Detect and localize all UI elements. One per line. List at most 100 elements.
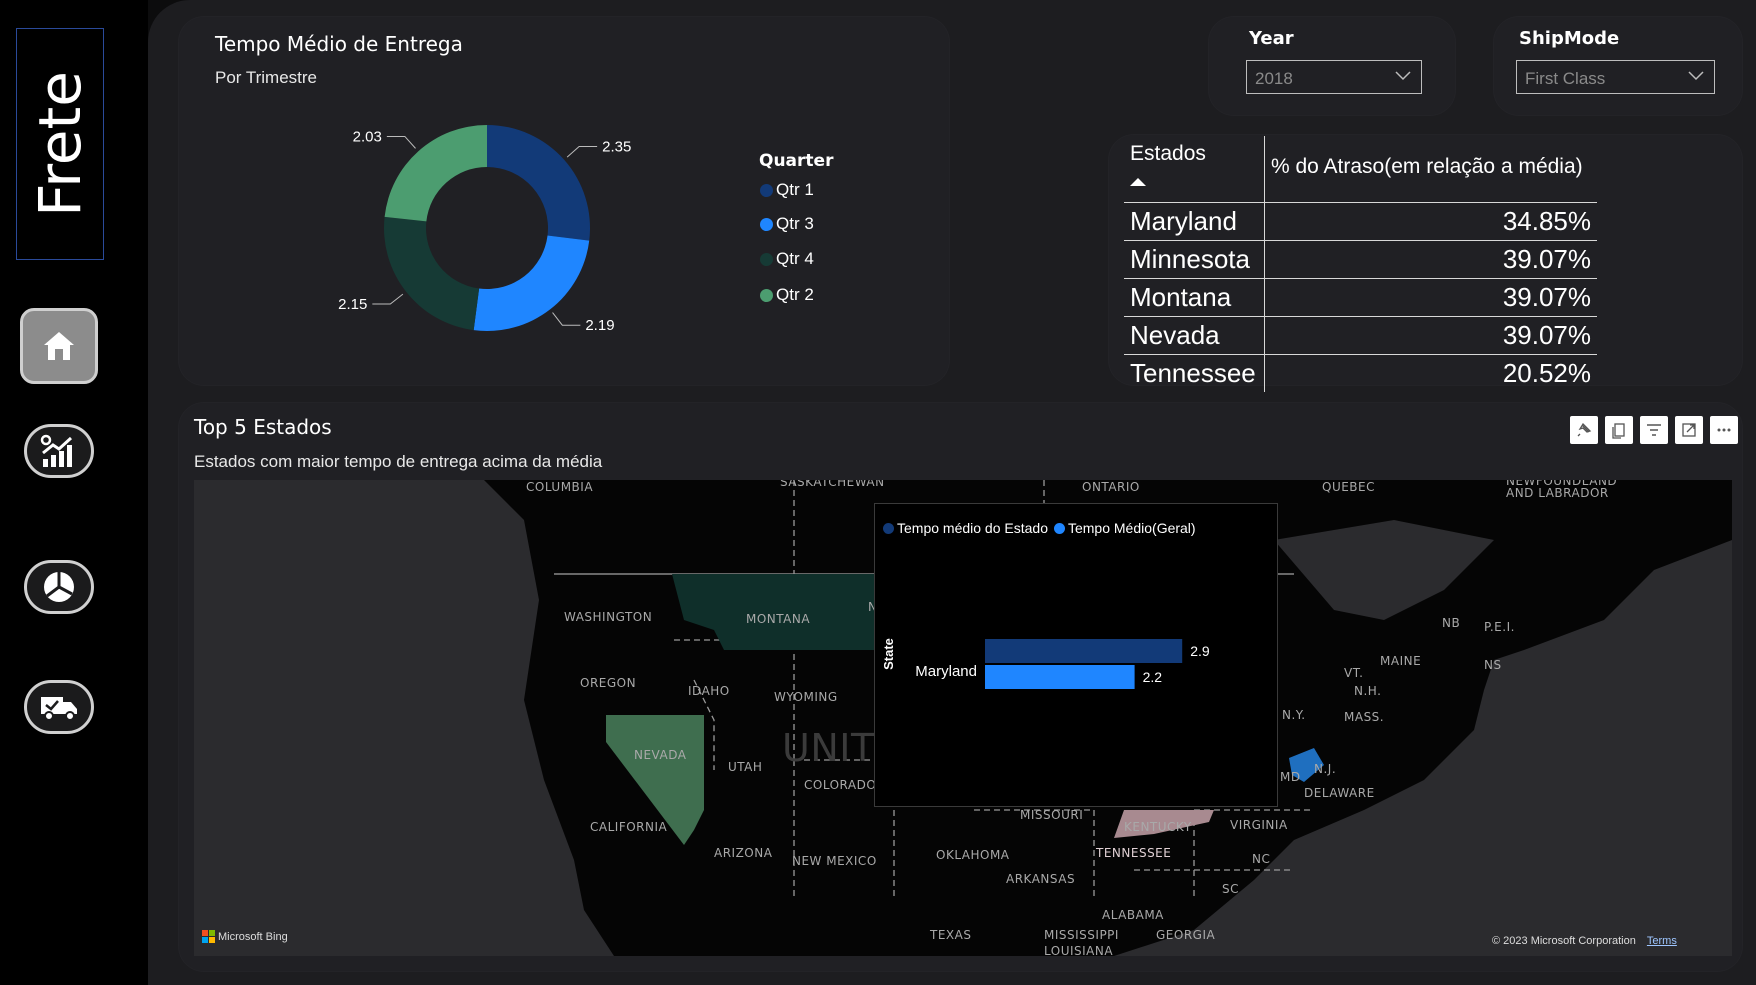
legend-label: Qtr 1 — [776, 180, 814, 199]
bing-attribution: Microsoft Bing — [202, 930, 288, 943]
y-axis-label: State — [881, 638, 896, 670]
terms-link[interactable]: Terms — [1646, 935, 1677, 947]
map-label: MONTANA — [746, 612, 811, 626]
delay-cell: 39.07% — [1264, 240, 1597, 279]
state-cell: Tennessee — [1124, 354, 1265, 392]
map-label: SC — [1222, 882, 1239, 896]
more-options-button[interactable] — [1710, 416, 1738, 444]
nav-delivery-button[interactable] — [24, 680, 94, 734]
map-label: MAINE — [1380, 654, 1422, 668]
tooltip-legend: Tempo médio do Estado Tempo Médio(Geral) — [883, 520, 1196, 536]
column-header-atraso[interactable]: % do Atraso(em relação a média) — [1271, 155, 1583, 178]
more-options-icon — [1717, 428, 1731, 432]
map-title: Top 5 Estados — [194, 415, 332, 439]
table-row[interactable]: Nevada 39.07% — [1124, 316, 1597, 355]
map-label: NEW MEXICO — [792, 854, 877, 868]
map-label: NC — [1252, 852, 1271, 866]
shipmode-slicer-card — [1493, 16, 1743, 116]
map-label: NB — [1442, 616, 1461, 630]
legend-label: Qtr 4 — [776, 249, 814, 268]
bar-data-label: 2.9 — [1190, 643, 1210, 659]
copy-visual-button[interactable] — [1605, 416, 1633, 444]
donut-leader-line — [552, 312, 581, 326]
home-icon — [44, 332, 74, 360]
table-row[interactable]: Tennessee 20.52% — [1124, 354, 1597, 392]
donut-data-label: 2.15 — [338, 296, 367, 313]
donut-slice-qtr3[interactable] — [473, 235, 590, 331]
table-row[interactable]: Montana 39.07% — [1124, 278, 1597, 317]
map-label: UTAH — [728, 760, 763, 774]
focus-mode-button[interactable] — [1675, 416, 1703, 444]
donut-slice-qtr1[interactable] — [487, 125, 590, 241]
state-cell: Minnesota — [1124, 240, 1265, 279]
brand-title: Frete — [26, 71, 95, 217]
map-label: VIRGINIA — [1230, 818, 1288, 832]
pin-icon — [1577, 422, 1592, 437]
legend-dot — [760, 252, 773, 266]
legend-label: Tempo Médio(Geral) — [1067, 520, 1196, 536]
donut-data-label: 2.19 — [585, 317, 614, 334]
bar-tempo-estado[interactable] — [985, 639, 1183, 663]
delay-cell: 39.07% — [1264, 278, 1597, 317]
legend-label: Qtr 3 — [776, 214, 814, 233]
legend-item-qtr3[interactable]: Qtr 3 — [760, 214, 814, 234]
map-label: ALABAMA — [1102, 908, 1164, 922]
column-header-estados[interactable]: Estados — [1124, 136, 1265, 203]
donut-leader-line — [386, 135, 416, 149]
map-label: CALIFORNIA — [590, 820, 668, 834]
table-row[interactable]: Maryland 34.85% — [1124, 202, 1597, 241]
map-label: TENNESSEE — [1096, 846, 1172, 860]
map-label: AND LABRADOR — [1506, 486, 1609, 500]
nav-pie-chart-button[interactable] — [24, 560, 94, 614]
legend-item-qtr4[interactable]: Qtr 4 — [760, 249, 814, 269]
nav-analytics-button[interactable] — [24, 424, 94, 478]
shipmode-value: First Class — [1525, 69, 1606, 88]
donut-subtitle: Por Trimestre — [215, 68, 318, 87]
map-label: IDAHO — [688, 684, 730, 698]
legend-dot — [760, 183, 773, 197]
sort-ascending-icon — [1130, 178, 1146, 186]
nav-home-button[interactable] — [20, 308, 98, 384]
map-label: WASHINGTON — [564, 610, 653, 624]
state-cell: Maryland — [1124, 202, 1265, 241]
microsoft-logo-icon — [202, 930, 215, 943]
legend-dot — [760, 217, 773, 231]
year-dropdown[interactable]: 2018 — [1246, 60, 1422, 94]
bar-tempo-geral[interactable] — [985, 665, 1135, 689]
map-label: NEWFOUNDLAND — [1506, 480, 1618, 488]
donut-chart[interactable]: 2.35 2.19 2.15 2.03 — [330, 110, 650, 350]
map-label: MISSISSIPPI — [1044, 928, 1119, 942]
focus-mode-icon — [1682, 423, 1696, 437]
year-value: 2018 — [1255, 69, 1293, 88]
analytics-icon — [40, 434, 73, 467]
map-label: OREGON — [580, 676, 637, 690]
map-label: WYOMING — [774, 690, 838, 704]
donut-slice-qtr2[interactable] — [384, 125, 487, 222]
table-row[interactable]: Minnesota 39.07% — [1124, 240, 1597, 279]
map-label: ARIZONA — [714, 846, 773, 860]
map-label: UNIT — [782, 726, 875, 770]
map-label: QUEBEC — [1322, 480, 1376, 494]
map-label: N — [868, 600, 878, 614]
donut-title: Tempo Médio de Entrega — [215, 32, 463, 56]
legend-label: Qtr 2 — [776, 285, 814, 304]
donut-data-label: 2.03 — [353, 128, 382, 145]
legend-title: Quarter — [759, 151, 834, 171]
map-label: TEXAS — [930, 928, 972, 942]
legend-dot — [883, 522, 894, 534]
donut-data-label: 2.35 — [602, 139, 631, 156]
year-slicer-card — [1208, 16, 1456, 116]
legend-item-qtr1[interactable]: Qtr 1 — [760, 180, 814, 200]
filter-visual-button[interactable] — [1640, 416, 1668, 444]
shipmode-dropdown[interactable]: First Class — [1516, 60, 1715, 94]
shipmode-slicer-label: ShipMode — [1519, 28, 1620, 49]
delay-cell: 39.07% — [1264, 316, 1597, 355]
legend-item-qtr2[interactable]: Qtr 2 — [760, 285, 814, 305]
donut-slice-qtr4[interactable] — [384, 216, 480, 331]
map-label: N.Y. — [1282, 708, 1306, 722]
pin-visual-button[interactable] — [1570, 416, 1598, 444]
filter-icon — [1647, 424, 1661, 436]
delay-cell: 20.52% — [1264, 354, 1597, 392]
navigation-rail: Frete — [0, 0, 148, 985]
map-label: P.E.I. — [1484, 620, 1515, 634]
